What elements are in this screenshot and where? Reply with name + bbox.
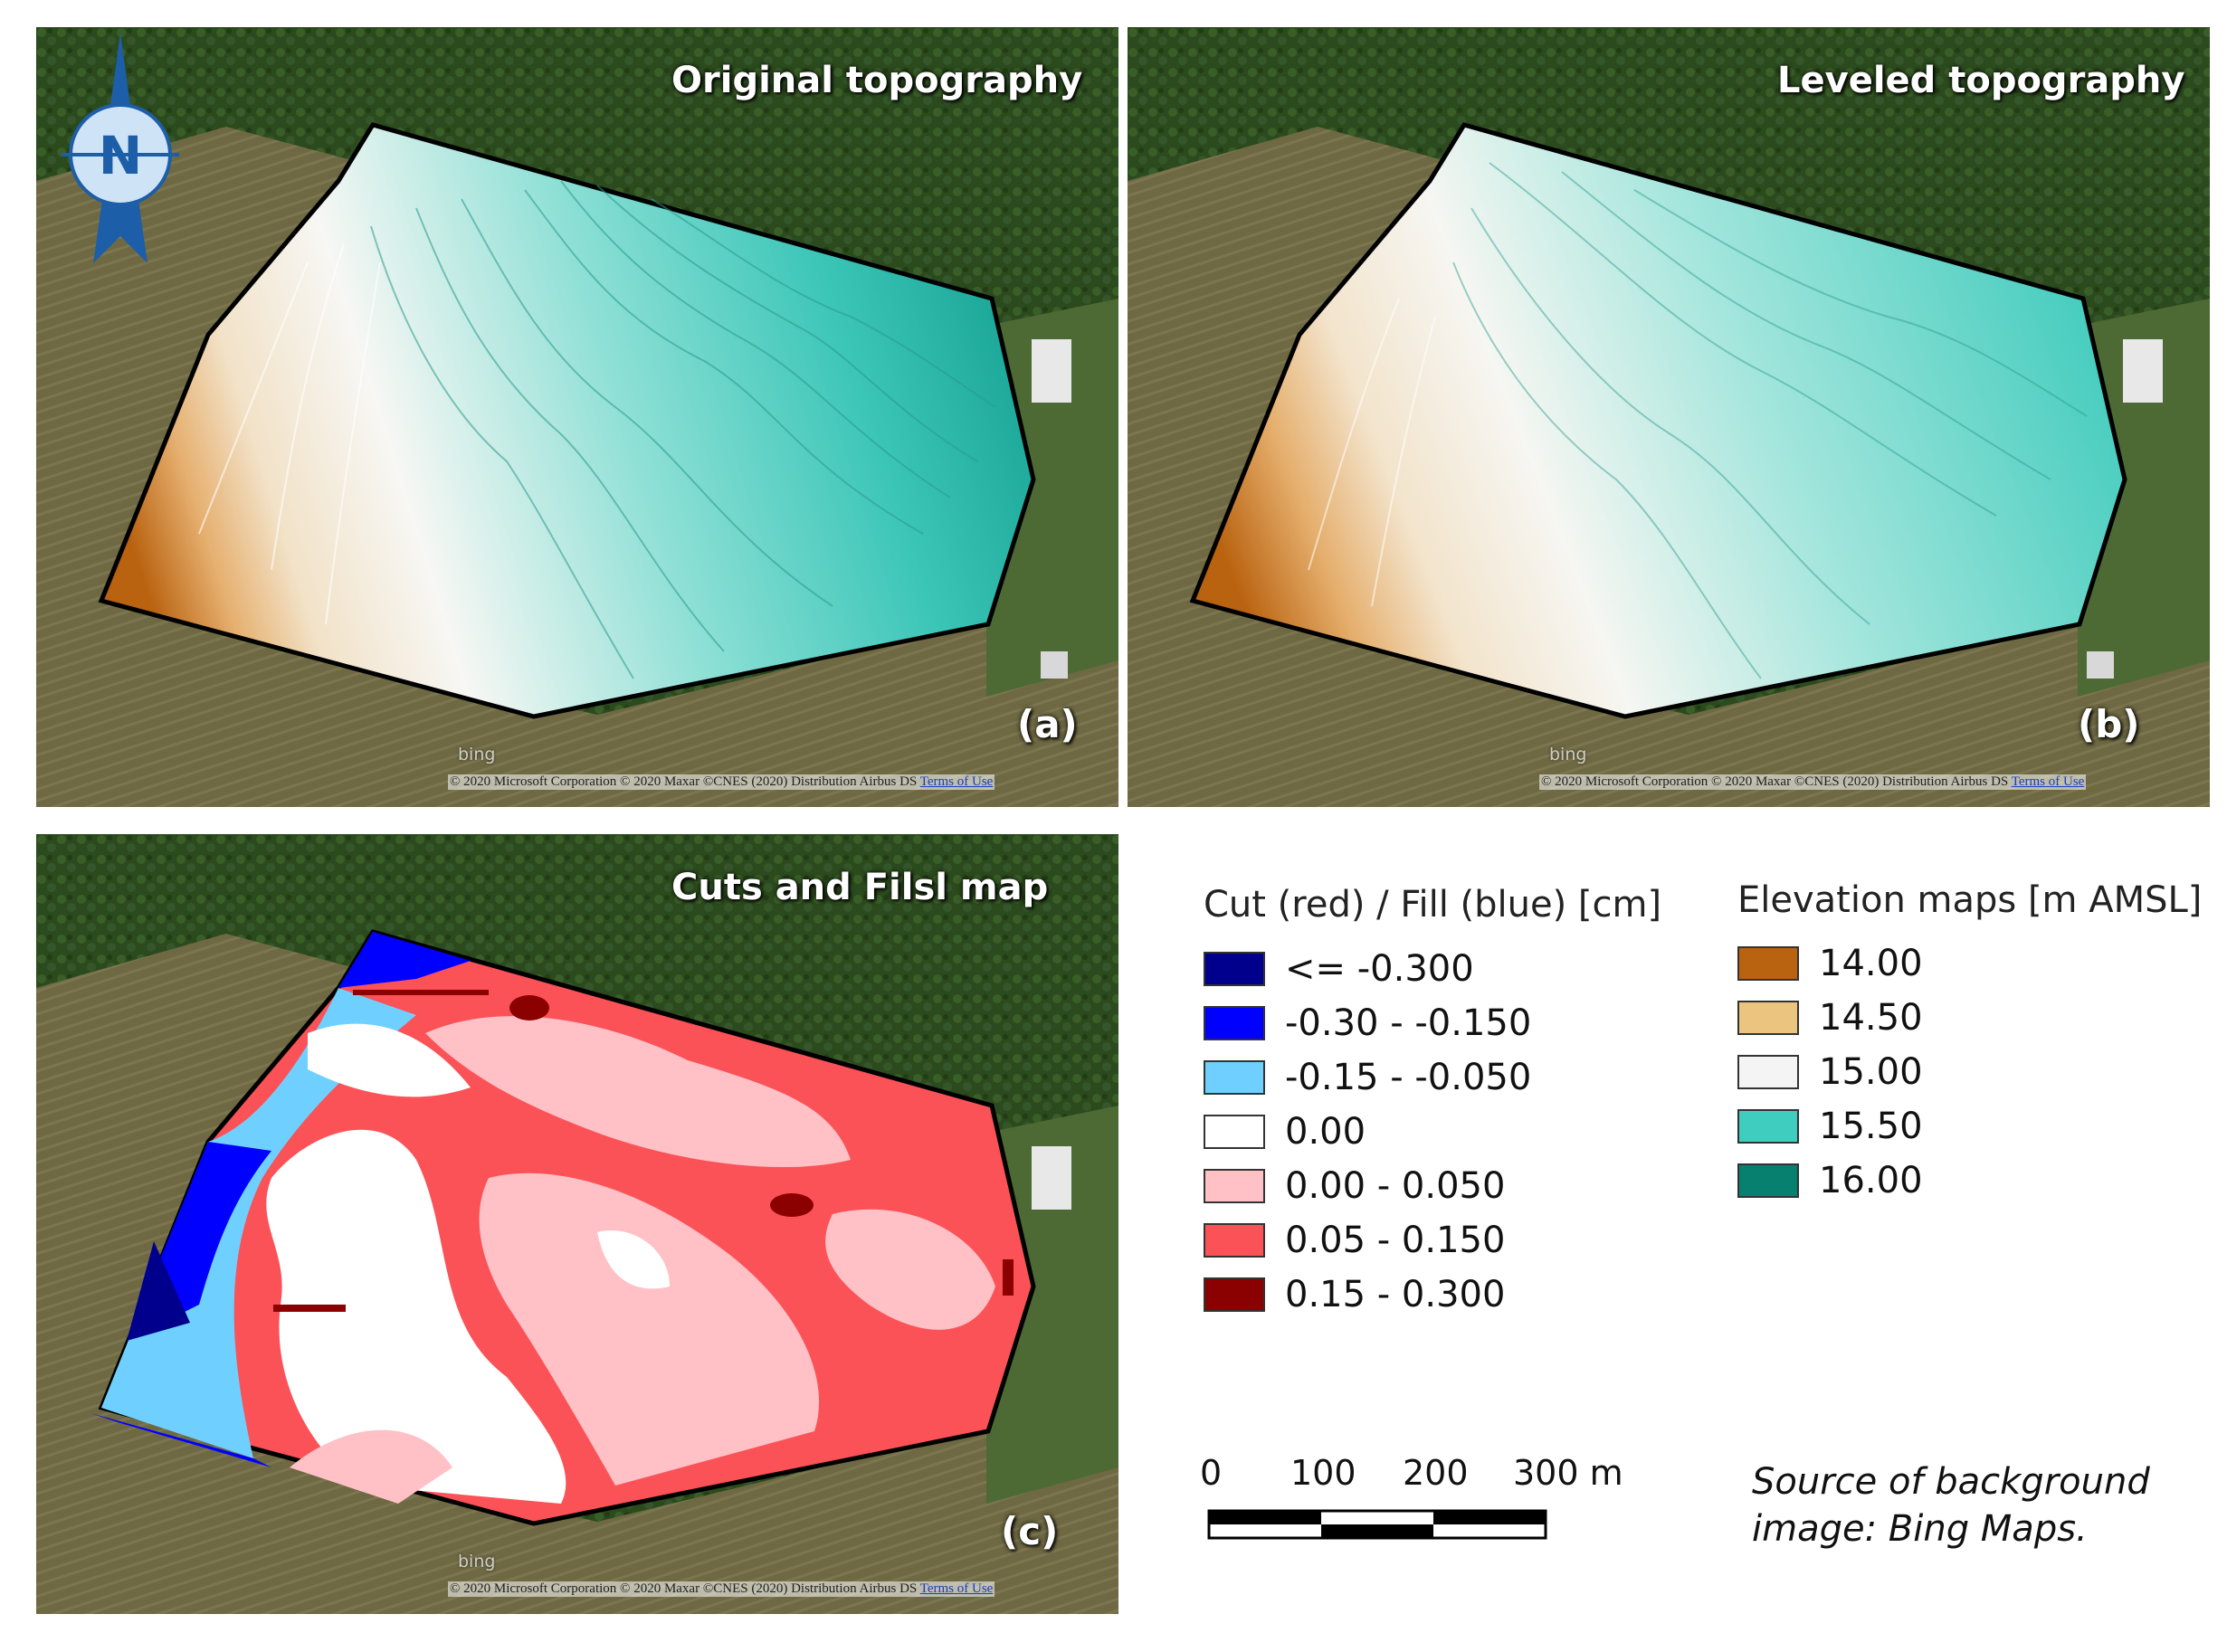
bing-watermark: bing <box>458 745 496 764</box>
elevation-legend-label: 15.00 <box>1819 1051 1923 1093</box>
cut-fill-legend-swatch <box>1204 1169 1265 1203</box>
original-topography-map <box>36 27 1118 807</box>
elevation-legend-label: 16.00 <box>1819 1160 1923 1201</box>
elevation-legend-swatch <box>1737 1001 1799 1035</box>
panel-letter: (c) <box>1001 1509 1059 1553</box>
elevation-legend-label: 14.50 <box>1819 997 1923 1039</box>
panel-title: Cuts and Filsl map <box>671 867 1049 908</box>
cut-fill-legend-label: -0.30 - -0.150 <box>1285 1002 1532 1044</box>
panel-title: Original topography <box>671 60 1083 101</box>
scale-label: 100 <box>1290 1453 1356 1493</box>
map-panel-original-topography: Original topography (a) bing © 2020 Micr… <box>36 27 1118 807</box>
attribution-text: © 2020 Microsoft Corporation © 2020 Maxa… <box>450 774 918 789</box>
panel-letter: (a) <box>1017 702 1078 746</box>
elevation-legend-title: Elevation maps [m AMSL] <box>1737 879 2203 921</box>
north-arrow: N <box>62 33 179 263</box>
attribution-text: © 2020 Microsoft Corporation © 2020 Maxa… <box>1541 774 2009 789</box>
cut-fill-legend-title: Cut (red) / Fill (blue) [cm] <box>1204 884 1662 926</box>
source-note-line2: image: Bing Maps. <box>1752 1508 2088 1550</box>
map-attribution: © 2020 Microsoft Corporation © 2020 Maxa… <box>1539 774 2087 790</box>
map-attribution: © 2020 Microsoft Corporation © 2020 Maxa… <box>448 1581 995 1597</box>
north-letter: N <box>99 125 143 186</box>
elevation-legend-label: 15.50 <box>1819 1106 1923 1147</box>
cut-fill-legend-swatch <box>1204 1006 1265 1040</box>
elevation-legend-swatch <box>1737 1109 1799 1144</box>
cut-fill-legend-label: 0.15 - 0.300 <box>1285 1274 1506 1315</box>
cut-fill-legend-swatch <box>1204 1060 1265 1095</box>
source-note-line1: Source of background <box>1752 1461 2150 1503</box>
leveled-topography-map <box>1128 27 2210 807</box>
bing-watermark: bing <box>458 1552 496 1571</box>
terms-of-use-link[interactable]: Terms of Use <box>919 1581 994 1596</box>
cut-fill-legend-swatch <box>1204 952 1265 986</box>
elevation-legend-swatch <box>1737 946 1799 981</box>
cut-fill-legend-label: <= -0.300 <box>1285 948 1474 990</box>
cut-fill-legend-label: 0.00 - 0.050 <box>1285 1165 1506 1207</box>
cut-fill-legend-label: -0.15 - -0.050 <box>1285 1057 1532 1098</box>
cut-fill-legend-swatch <box>1204 1115 1265 1149</box>
cut-fill-legend-label: 0.05 - 0.150 <box>1285 1220 1506 1261</box>
attribution-text: © 2020 Microsoft Corporation © 2020 Maxa… <box>450 1581 918 1596</box>
map-panel-cuts-fills: Cuts and Filsl map (c) bing © 2020 Micro… <box>36 834 1118 1614</box>
source-note: Source of background image: Bing Maps. <box>1752 1458 2150 1552</box>
cut-fill-legend-label: 0.00 <box>1285 1111 1366 1153</box>
terms-of-use-link[interactable]: Terms of Use <box>919 774 994 789</box>
scale-label: 200 <box>1403 1453 1469 1493</box>
panel-title: Leveled topography <box>1777 60 2185 101</box>
cut-fill-legend-swatch <box>1204 1277 1265 1312</box>
cuts-fills-map <box>36 834 1118 1614</box>
elevation-legend-swatch <box>1737 1055 1799 1089</box>
elevation-legend-swatch <box>1737 1163 1799 1198</box>
map-panel-leveled-topography: Leveled topography (b) bing © 2020 Micro… <box>1128 27 2210 807</box>
scale-bar-graphic <box>1207 1509 1547 1540</box>
scale-label: 0 <box>1200 1453 1223 1493</box>
map-attribution: © 2020 Microsoft Corporation © 2020 Maxa… <box>448 774 995 790</box>
elevation-legend-label: 14.00 <box>1819 943 1923 984</box>
terms-of-use-link[interactable]: Terms of Use <box>2011 774 2085 789</box>
panel-letter: (b) <box>2078 702 2140 746</box>
scale-label: 300 m <box>1513 1453 1623 1493</box>
cut-fill-legend-swatch <box>1204 1223 1265 1258</box>
bing-watermark: bing <box>1549 745 1587 764</box>
